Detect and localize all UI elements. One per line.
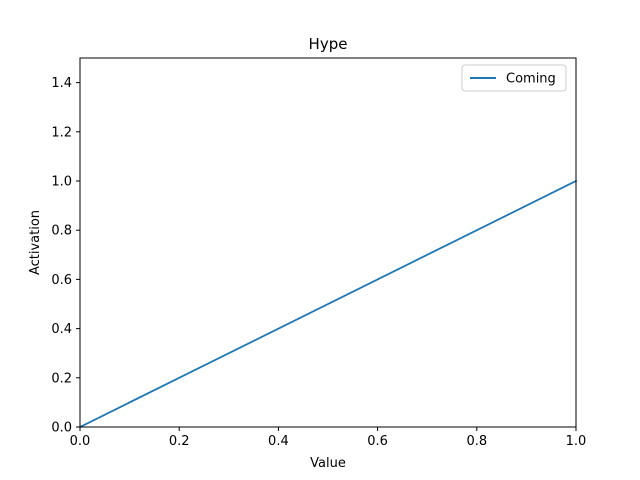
y-tick-label: 1.4	[51, 76, 72, 91]
x-tick-label: 0.8	[466, 434, 487, 449]
x-tick-label: 0.0	[70, 434, 91, 449]
y-tick-label: 1.0	[51, 175, 72, 190]
x-tick-label: 0.4	[268, 434, 289, 449]
chart-title: Hype	[309, 35, 348, 53]
x-axis-label: Value	[310, 456, 346, 471]
y-tick-label: 0.2	[51, 371, 72, 386]
y-tick-label: 0.8	[51, 224, 72, 239]
legend-box	[461, 64, 567, 92]
y-tick-label: 0.0	[51, 421, 72, 436]
y-tick-label: 1.2	[51, 125, 72, 140]
y-axis-label: Activation	[28, 210, 43, 275]
y-axis-ticks: 0.0 0.2 0.4 0.6 0.8 1.0 1.2 1.4	[51, 76, 80, 436]
legend-entry-label: Coming	[506, 72, 556, 87]
plot-area	[78, 179, 578, 429]
x-axis-ticks: 0.0 0.2 0.4 0.6 0.8 1.0	[70, 427, 587, 449]
series-line	[78, 179, 578, 429]
x-tick-label: 0.6	[367, 434, 388, 449]
x-tick-label: 0.2	[169, 434, 190, 449]
x-tick-label: 1.0	[566, 434, 587, 449]
y-tick-label: 0.4	[51, 322, 72, 337]
axes-frame	[79, 57, 577, 428]
y-tick-label: 0.6	[51, 273, 72, 288]
legend: Coming	[461, 64, 567, 92]
